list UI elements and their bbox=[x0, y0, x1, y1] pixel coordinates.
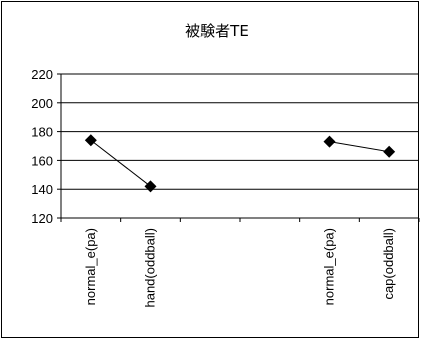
x-category-label: hand(oddball) bbox=[143, 228, 158, 308]
series-line bbox=[329, 141, 390, 153]
x-category-label: normal_e(pa) bbox=[83, 228, 98, 305]
x-category-label: normal_e(pa) bbox=[322, 228, 337, 305]
y-tick-label: 200 bbox=[31, 96, 53, 111]
y-tick-label: 120 bbox=[31, 211, 53, 226]
axes bbox=[57, 73, 420, 222]
y-tick-label: 140 bbox=[31, 182, 53, 197]
y-tick-label: 160 bbox=[31, 153, 53, 168]
chart-title: 被験者TE bbox=[185, 22, 249, 40]
y-tick-label: 180 bbox=[31, 125, 53, 140]
data-point bbox=[323, 135, 336, 148]
y-tick-labels: 120 140 160 180 200 220 bbox=[31, 67, 53, 226]
data-point bbox=[84, 134, 97, 147]
series-layer bbox=[84, 134, 396, 193]
data-point bbox=[144, 180, 157, 193]
x-category-label: cap(oddball) bbox=[381, 228, 396, 300]
y-tick-label: 220 bbox=[31, 67, 53, 82]
x-category-labels: normal_e(pa) hand(oddball) normal_e(pa) cap… bbox=[83, 228, 396, 308]
data-point bbox=[383, 145, 396, 158]
series-line bbox=[90, 139, 151, 187]
grid-lines bbox=[61, 73, 419, 190]
